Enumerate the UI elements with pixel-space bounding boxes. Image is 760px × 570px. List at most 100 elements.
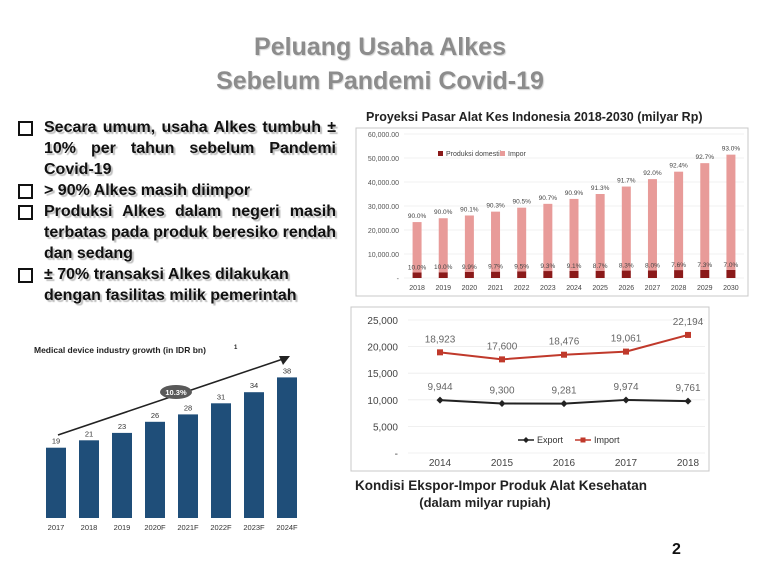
bar-domestic <box>543 271 553 278</box>
x-tick-label: 2014 <box>429 458 452 469</box>
data-label-import: 90.5% <box>512 199 531 206</box>
data-label-import: 90.9% <box>565 190 584 197</box>
x-tick-label: 2028 <box>671 285 687 292</box>
data-label-domestic: 8.0% <box>645 262 660 269</box>
legend-swatch-domestic <box>438 151 443 156</box>
x-tick-label: 2027 <box>645 285 661 292</box>
data-label-domestic: 8.3% <box>619 263 634 270</box>
bar-domestic <box>726 269 736 278</box>
bar-import <box>621 186 631 271</box>
slide-title-line2: Sebelum Pandemi Covid-19 <box>216 67 544 95</box>
data-label-import: 18,476 <box>549 337 580 348</box>
y-tick-label: 10,000.00 <box>368 252 399 259</box>
point-export <box>622 396 630 404</box>
bar-domestic <box>595 270 605 278</box>
data-label-import: 91.7% <box>617 178 636 185</box>
legend-swatch-import <box>500 151 505 156</box>
data-label-export: 9,944 <box>427 382 452 393</box>
bar-growth <box>211 403 231 518</box>
data-label: 28 <box>184 403 192 412</box>
x-tick-label: 2018 <box>81 523 98 532</box>
bullet-text: Produksi Alkes dalam negeri masih terbat… <box>44 203 336 262</box>
bar-domestic <box>621 270 631 278</box>
x-tick-label: 2022F <box>210 523 232 532</box>
bar-import <box>595 194 605 271</box>
bar-import <box>412 222 422 273</box>
point-import <box>499 356 505 363</box>
data-label-import: 93.0% <box>722 146 741 153</box>
x-tick-label: 2016 <box>553 458 576 469</box>
y-tick-label: - <box>395 449 398 460</box>
bar-domestic <box>517 271 527 278</box>
x-tick-label: 2018 <box>409 285 425 292</box>
chart-title-superscript: 1 <box>234 345 238 351</box>
data-label-export: 9,300 <box>489 386 514 397</box>
y-tick-label: 60,000.00 <box>368 132 399 139</box>
data-label-domestic: 10.0% <box>434 264 453 271</box>
data-label-import: 22,194 <box>673 317 704 328</box>
data-label: 21 <box>85 429 93 438</box>
bar-growth <box>178 414 198 518</box>
bullet-item: Produksi Alkes dalam negeri masih terbat… <box>18 201 336 264</box>
data-label-import: 90.3% <box>486 203 505 210</box>
x-tick-label: 2026 <box>619 285 635 292</box>
point-export <box>498 400 506 408</box>
y-tick-label: 50,000.00 <box>368 156 399 163</box>
market-projection-chart: Proyeksi Pasar Alat Kes Indonesia 2018-2… <box>352 104 752 300</box>
data-label-import: 92.0% <box>643 170 662 177</box>
bar-growth <box>79 440 99 518</box>
x-tick-label: 2029 <box>697 285 713 292</box>
slide-title-line1: Peluang Usaha Alkes <box>254 33 506 61</box>
data-label-domestic: 7.6% <box>671 262 686 269</box>
chart-subtitle: (dalam milyar rupiah) <box>419 495 550 510</box>
chart-title: Kondisi Ekspor-Impor Produk Alat Kesehat… <box>355 478 647 493</box>
legend-label-domestic: Produksi domestik <box>446 151 504 158</box>
data-label-domestic: 9.1% <box>567 263 582 270</box>
x-tick-label: 2023F <box>243 523 265 532</box>
chart-title: Medical device industry growth (in IDR b… <box>34 345 206 355</box>
bar-domestic <box>412 272 422 278</box>
data-label-domestic: 9.5% <box>514 263 529 270</box>
data-label-import: 92.4% <box>669 163 688 170</box>
bullet-list: Secara umum, usaha Alkes tumbuh ± 10% pe… <box>18 117 336 306</box>
bar-domestic <box>464 271 474 278</box>
data-label: 38 <box>283 366 291 375</box>
data-label-domestic: 9.3% <box>540 263 555 270</box>
x-tick-label: 2015 <box>491 458 514 469</box>
data-label-import: 17,600 <box>487 341 518 352</box>
bar-import <box>464 215 474 272</box>
y-tick-label: 20,000 <box>367 343 398 354</box>
point-export <box>684 397 692 405</box>
chart-title: Proyeksi Pasar Alat Kes Indonesia 2018-2… <box>366 110 703 124</box>
point-import <box>561 351 567 358</box>
checkbox-bullet-icon <box>18 121 33 136</box>
industry-growth-chart: Medical device industry growth (in IDR b… <box>18 340 318 535</box>
x-tick-label: 2018 <box>677 458 700 469</box>
data-label-export: 9,281 <box>551 386 576 397</box>
point-export <box>560 400 568 408</box>
growth-rate-badge <box>160 385 192 399</box>
export-import-chart: 25,000 20,000 15,000 10,000 5,000 - 9,944 9,300… <box>350 306 710 516</box>
point-import <box>437 349 443 356</box>
legend-label-import: Impor <box>508 151 527 158</box>
data-label-domestic: 9.7% <box>488 264 503 271</box>
checkbox-bullet-icon <box>18 184 33 199</box>
bar-growth <box>244 392 264 518</box>
legend-marker-export <box>523 437 529 443</box>
y-tick-label: 5,000 <box>373 422 398 433</box>
point-export <box>436 396 444 404</box>
x-tick-label: 2020 <box>462 285 478 292</box>
data-label-export: 9,761 <box>675 383 700 394</box>
data-label: 31 <box>217 392 225 401</box>
bullet-text: ± 70% transaksi Alkes dilakukan dengan f… <box>44 266 297 304</box>
point-import <box>623 348 629 355</box>
data-label-domestic: 7.3% <box>697 262 712 269</box>
data-label-import: 91.3% <box>591 185 610 192</box>
data-label-domestic: 9.9% <box>462 264 477 271</box>
data-label-import: 18,923 <box>425 334 456 345</box>
legend-label-import: Import <box>594 435 620 445</box>
checkbox-bullet-icon <box>18 268 33 283</box>
point-import <box>685 331 691 338</box>
y-tick-label: - <box>397 276 400 283</box>
y-tick-label: 30,000.00 <box>368 204 399 211</box>
